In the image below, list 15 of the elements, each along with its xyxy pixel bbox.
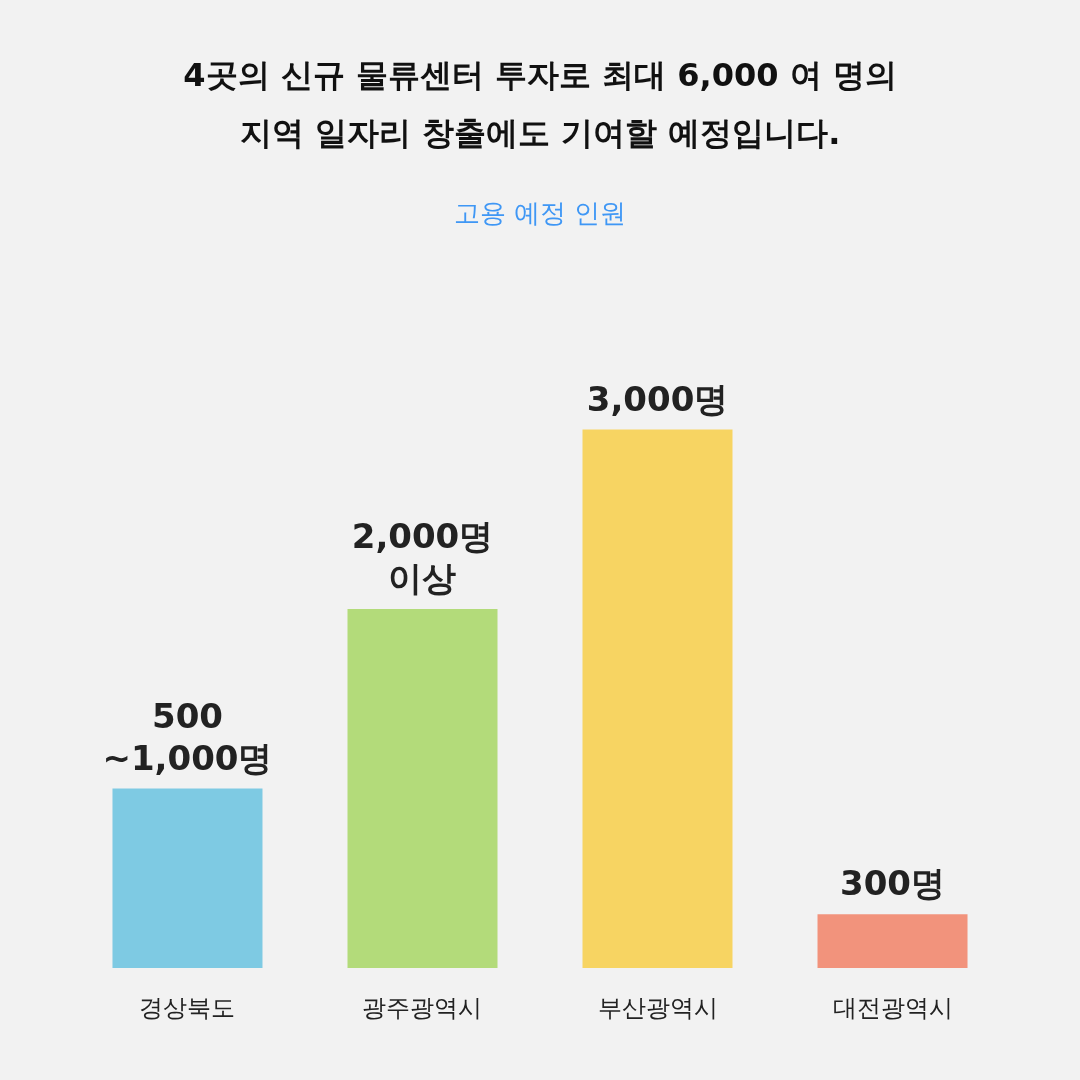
bar [582,429,733,968]
x-tick-label: 광주광역시 [362,993,483,1022]
x-tick-label: 경상북도 [139,993,236,1022]
data-label: 500 ~1,000명 [102,695,273,778]
x-tick-label: 대전광역시 [832,993,953,1022]
data-label: 3,000명 [586,378,729,419]
data-label: 300명 [840,863,946,904]
data-label: 2,000명 이상 [351,516,494,599]
x-tick-label: 부산광역시 [597,993,718,1022]
chart-subtitle: 고용 예정 인원 [453,198,627,228]
text: 지역 일자리 창출에도 기여할 예정입니다. [239,114,841,152]
bar [817,914,968,968]
text: 4곳의 신규 물류센터 투자로 최대 6,000 여 명의 [183,56,897,94]
bar [347,609,498,968]
bar [112,788,263,968]
